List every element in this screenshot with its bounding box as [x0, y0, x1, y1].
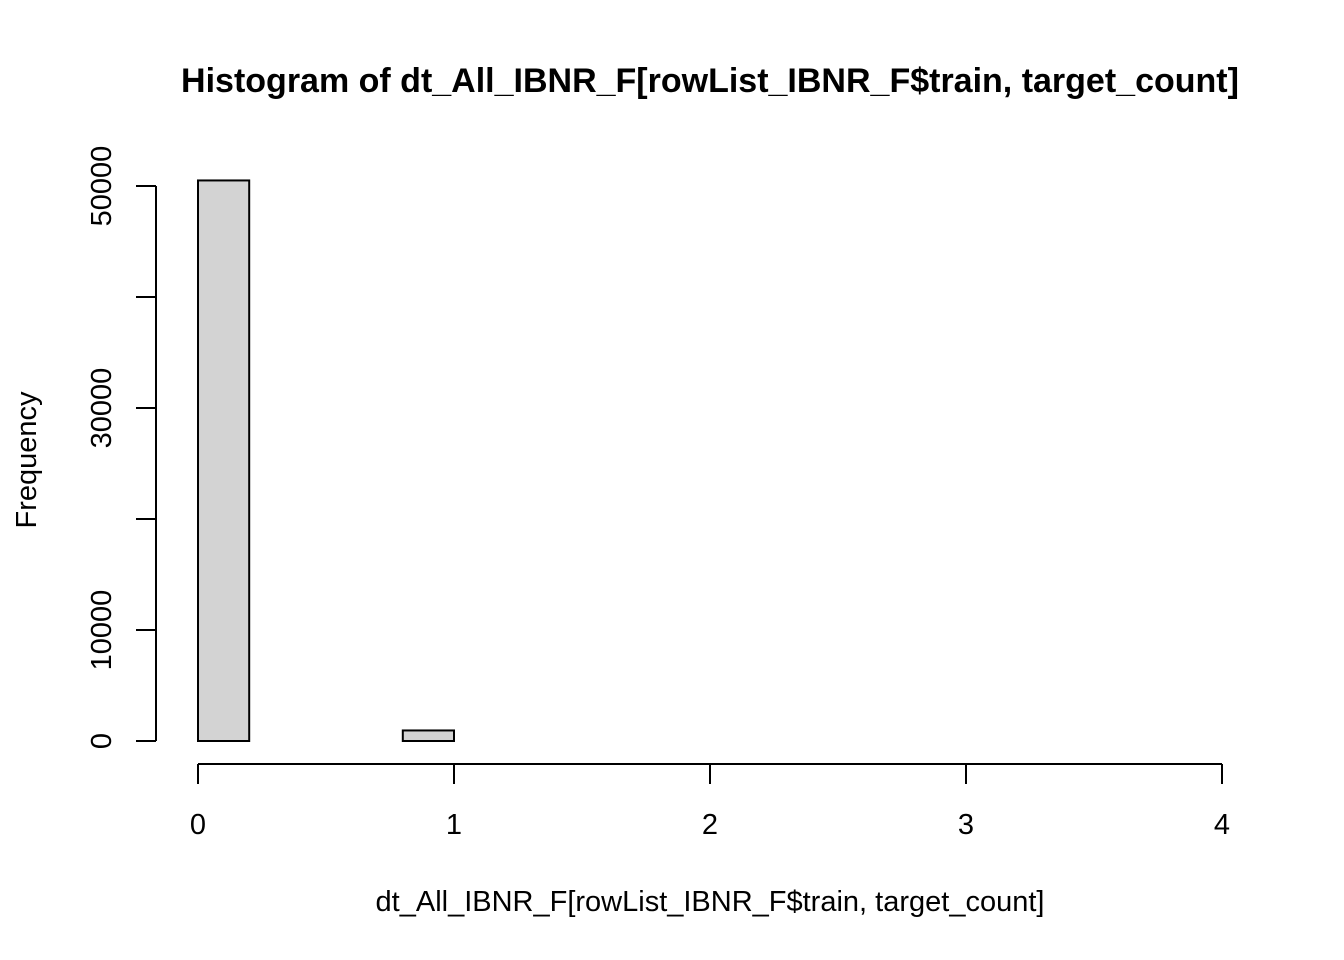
x-tick-label-1: 1	[446, 809, 462, 841]
chart-title: Histogram of dt_All_IBNR_F[rowList_IBNR_…	[181, 62, 1239, 100]
histogram-bar-4	[401, 729, 455, 743]
y-axis-label: Frequency	[11, 391, 43, 529]
y-tick-label-1: 10000	[86, 590, 118, 671]
x-tick-label-3: 3	[958, 809, 974, 841]
histogram-bar-0	[197, 179, 251, 742]
x-axis: 0 1 2 3 4	[190, 763, 1230, 841]
x-tick-label-0: 0	[190, 809, 206, 841]
x-tick-label-2: 2	[702, 809, 718, 841]
bars-group	[197, 179, 455, 743]
x-axis-label: dt_All_IBNR_F[rowList_IBNR_F$train, targ…	[376, 886, 1045, 918]
y-tick-label-0: 0	[86, 733, 118, 749]
y-tick-label-5: 50000	[86, 146, 118, 227]
x-tick-label-4: 4	[1214, 809, 1230, 841]
y-axis: 0 10000 30000 50000	[86, 146, 157, 749]
y-tick-label-3: 30000	[86, 368, 118, 449]
